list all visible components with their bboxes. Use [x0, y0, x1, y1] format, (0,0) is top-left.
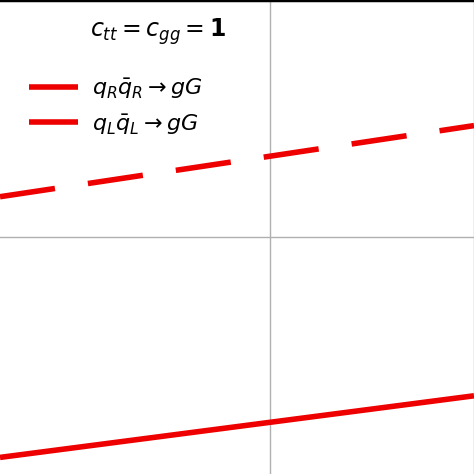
Legend: $q_R\bar{q}_R{\rightarrow}gG$, $q_L\bar{q}_L{\rightarrow}gG$: $q_R\bar{q}_R{\rightarrow}gG$, $q_L\bar{… [20, 68, 211, 146]
Text: $c_{tt} = c_{gg} = \mathbf{1}$: $c_{tt} = c_{gg} = \mathbf{1}$ [90, 17, 226, 47]
